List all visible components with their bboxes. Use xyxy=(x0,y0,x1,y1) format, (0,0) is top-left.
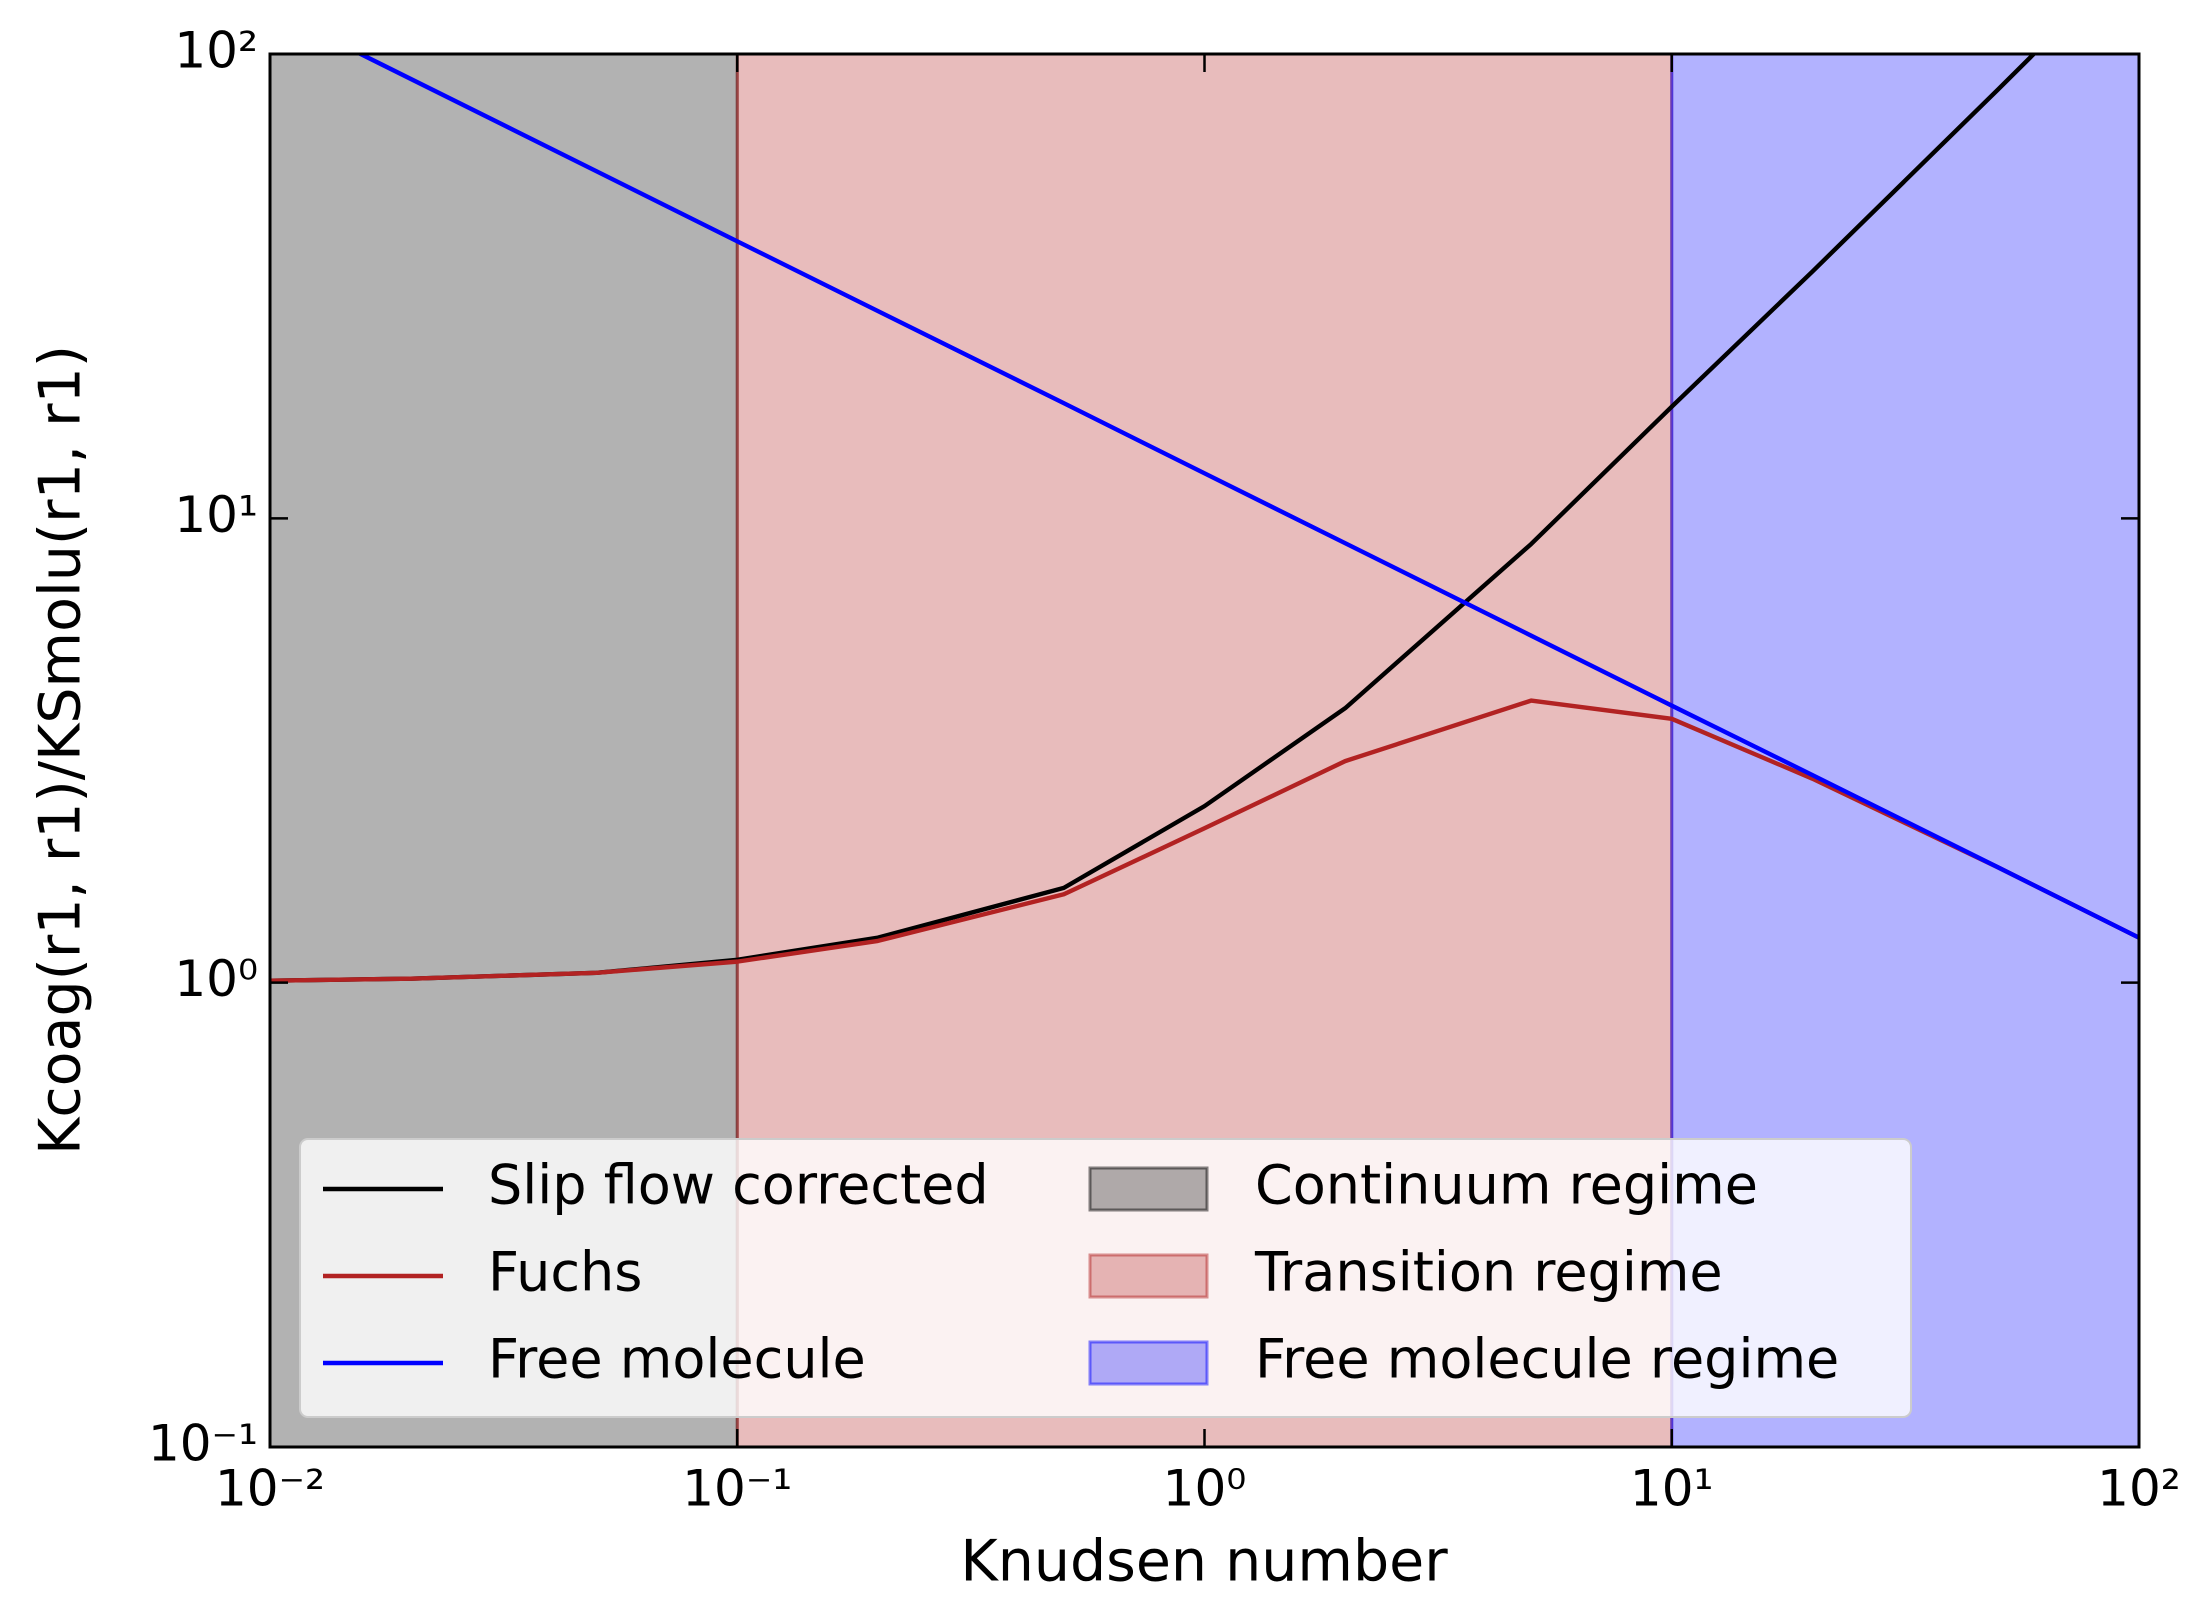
legend-label: Transition regime xyxy=(1254,1241,1723,1304)
y-tick-label: 10⁻¹ xyxy=(148,1415,258,1473)
x-tick-label: 10¹ xyxy=(1630,1460,1714,1518)
series-line xyxy=(270,698,2139,983)
legend-patch xyxy=(1088,1253,1209,1299)
x-tick-label: 10⁻¹ xyxy=(682,1460,792,1518)
legend-patch xyxy=(1088,1340,1209,1386)
legend-box xyxy=(299,1138,1912,1418)
legend-patch xyxy=(1088,1166,1209,1212)
legend-label: Continuum regime xyxy=(1255,1154,1758,1217)
lines xyxy=(270,54,2139,983)
legend-label: Fuchs xyxy=(488,1241,642,1304)
y-tick-label: 10⁰ xyxy=(174,950,258,1008)
x-tick-label: 10² xyxy=(2097,1460,2181,1518)
y-tick-label: 10¹ xyxy=(174,486,258,544)
x-axis-label: Knudsen number xyxy=(960,1529,1448,1595)
y-tick-label: 10² xyxy=(174,22,258,80)
legend-label: Free molecule xyxy=(488,1328,866,1391)
x-tick-label: 10⁰ xyxy=(1163,1460,1247,1518)
x-tick-label: 10⁻² xyxy=(215,1460,325,1518)
series-line xyxy=(355,54,2139,940)
legend-label: Free molecule regime xyxy=(1255,1328,1839,1391)
y-axis-label: Kcoag(r1, r1)/KSmolu(r1, r1) xyxy=(28,345,94,1155)
legend: Slip flow corrected Fuchs Free molecule Con… xyxy=(299,1138,1912,1418)
legend-label: Slip flow corrected xyxy=(488,1154,989,1217)
